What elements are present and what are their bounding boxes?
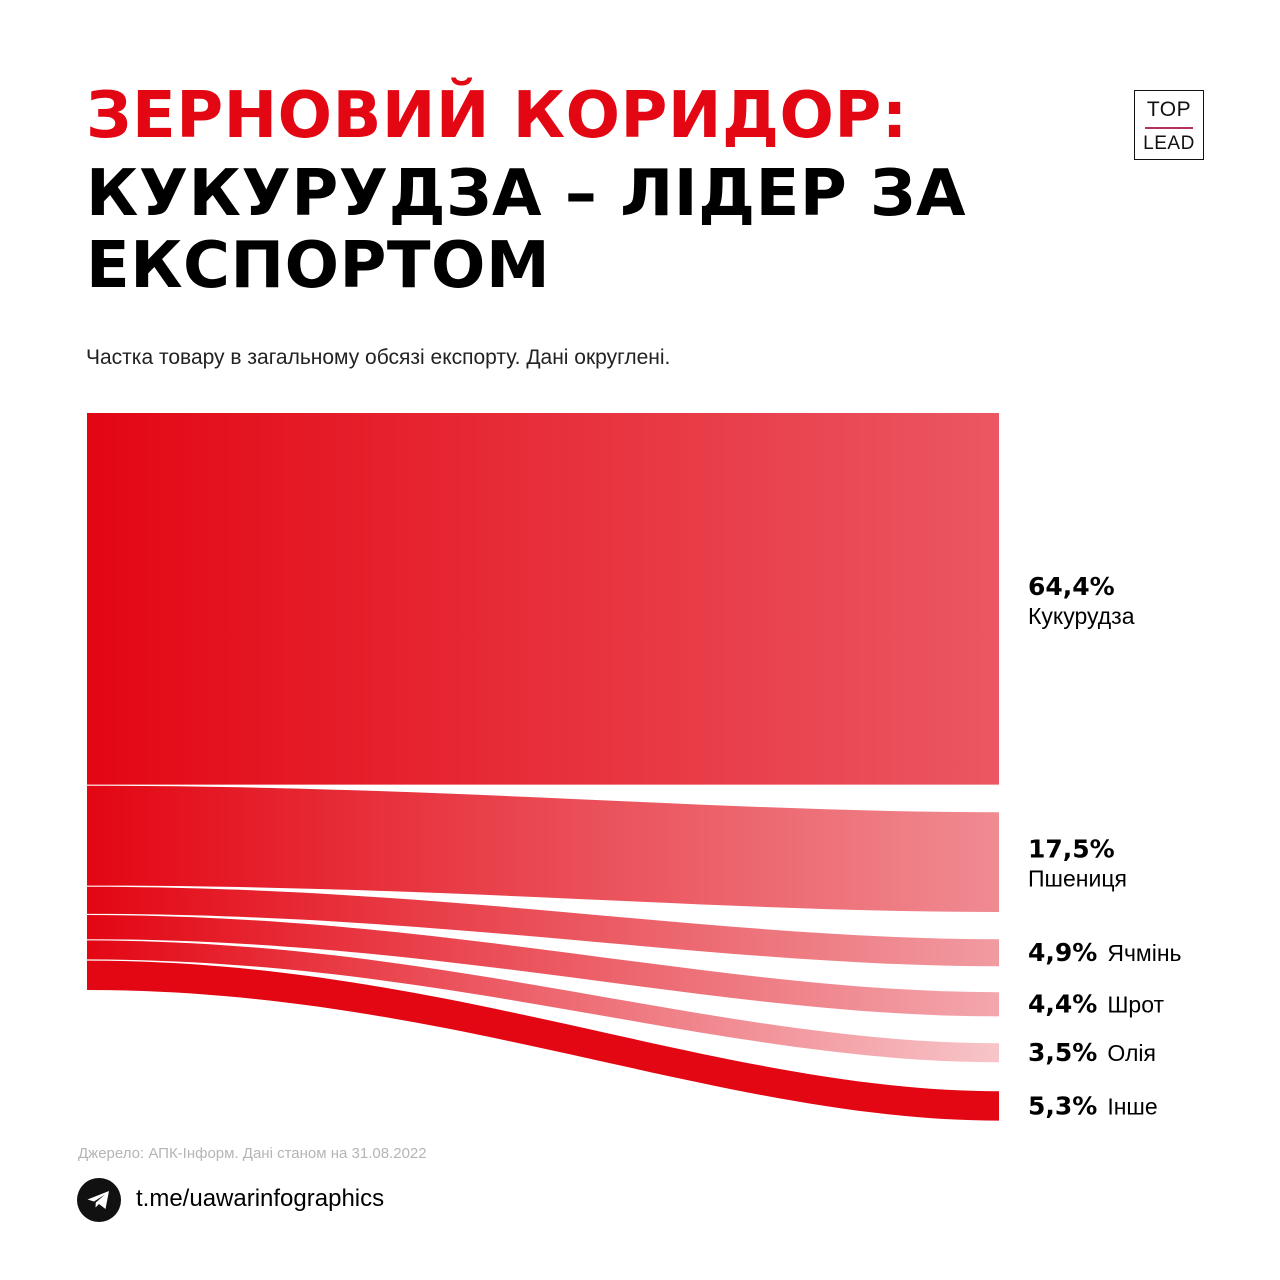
flow-6 <box>87 960 999 1121</box>
source-note: Джерело: АПК-Інформ. Дані станом на 31.0… <box>78 1145 427 1162</box>
category-label-1: Кукурудза <box>1028 603 1135 629</box>
title-line-1: ЗЕРНОВИЙ КОРИДОР: <box>86 79 908 153</box>
flow-label-5: 3,5% Олія <box>1028 1038 1156 1067</box>
logo-divider <box>1145 127 1193 129</box>
toplead-logo: TOP LEAD <box>1134 90 1204 160</box>
title-line-2: КУКУРУДЗА – ЛІДЕР ЗА <box>86 157 966 231</box>
telegram-icon[interactable] <box>77 1178 121 1222</box>
category-label-4: Шрот <box>1107 992 1164 1018</box>
flow-label-4: 4,4% Шрот <box>1028 990 1165 1019</box>
flow-2 <box>87 785 999 912</box>
value-label-2: 17,5% <box>1028 834 1115 863</box>
category-label-3: Ячмінь <box>1107 940 1181 966</box>
category-label-6: Інше <box>1107 1093 1157 1119</box>
telegram-channel-link[interactable]: t.me/uawarinfographics <box>136 1185 385 1212</box>
category-label-5: Олія <box>1107 1040 1156 1066</box>
chart-subtitle: Частка товару в загальному обсязі експор… <box>86 346 671 369</box>
value-label-4: 4,4% <box>1028 990 1097 1019</box>
flow-3 <box>87 886 999 967</box>
logo-top-text: TOP <box>1146 98 1192 121</box>
logo-bottom-text: LEAD <box>1143 133 1195 154</box>
value-label-5: 3,5% <box>1028 1038 1097 1067</box>
value-label-3: 4,9% <box>1028 938 1097 967</box>
category-label-2: Пшениця <box>1028 865 1127 891</box>
value-label-6: 5,3% <box>1028 1091 1097 1120</box>
flow-label-3: 4,9% Ячмінь <box>1028 938 1182 967</box>
flow-label-6: 5,3% Інше <box>1028 1091 1158 1120</box>
flow-4 <box>87 915 999 1017</box>
value-label-1: 64,4% <box>1028 572 1115 601</box>
flow-5 <box>87 940 999 1063</box>
flow-1 <box>87 413 999 785</box>
title-line-3: ЕКСПОРТОМ <box>86 229 551 303</box>
